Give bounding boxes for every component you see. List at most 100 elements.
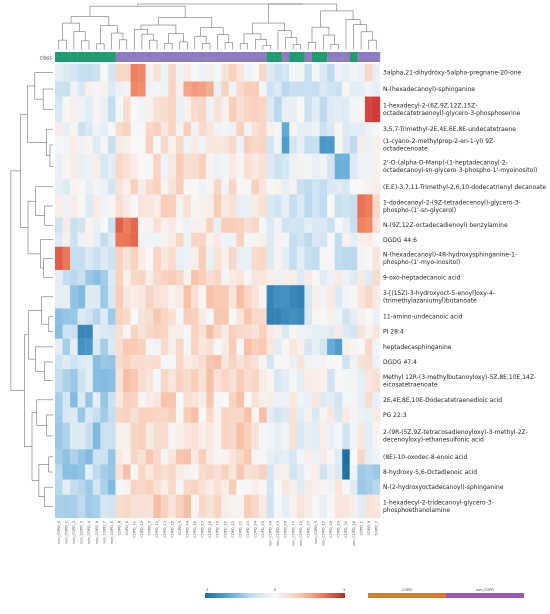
color-scale-tick-label: 0	[274, 588, 276, 592]
dendrogram-branch	[27, 85, 47, 143]
heatmap-cell	[191, 479, 199, 495]
heatmap-cell	[266, 136, 275, 154]
heatmap-cell	[372, 338, 381, 356]
heatmap-cell	[85, 246, 93, 271]
heatmap-cell	[251, 64, 260, 82]
heatmap-cell	[311, 136, 320, 154]
dendrogram-branch	[239, 43, 248, 50]
heatmap-cell	[55, 64, 63, 82]
heatmap-cell	[77, 217, 86, 233]
color-scale-bar	[205, 593, 345, 598]
heatmap-cell	[153, 217, 161, 233]
heatmap-cell	[138, 479, 146, 495]
row-label: 11-amino-undecanoic acid	[383, 314, 463, 321]
heatmap-cell	[115, 136, 124, 154]
heatmap-cell	[342, 464, 350, 480]
class-cell-COPD	[243, 52, 252, 62]
heatmap-cell	[115, 270, 124, 286]
column-label: COPD_21	[238, 521, 242, 538]
heatmap-cell	[123, 449, 131, 465]
heatmap-cell	[191, 122, 199, 137]
heatmap-cell	[123, 338, 131, 356]
heatmap-cell	[107, 285, 116, 309]
heatmap-cell	[115, 217, 124, 233]
heatmap-cell	[92, 246, 101, 271]
class-cell-non_COPD	[70, 52, 78, 62]
heatmap-cell	[372, 246, 381, 271]
class-cell-COPD	[357, 52, 366, 62]
heatmap-cell	[251, 270, 260, 286]
heatmap-cell	[206, 285, 214, 309]
heatmap-cell	[160, 464, 169, 480]
heatmap-cell	[236, 368, 245, 393]
heatmap-cell	[304, 179, 313, 195]
heatmap-cell	[138, 422, 146, 450]
dendrogram-branch	[10, 170, 25, 391]
heatmap-cell	[213, 81, 222, 97]
heatmap-cell	[107, 179, 116, 195]
heatmap-cell	[70, 246, 78, 271]
heatmap-cell	[349, 217, 358, 233]
heatmap-cell	[228, 464, 237, 480]
heatmap-cell	[198, 355, 207, 370]
heatmap-cell	[145, 217, 154, 233]
heatmap-cell	[274, 179, 282, 195]
heatmap-cell	[274, 338, 282, 356]
heatmap-cell	[259, 153, 267, 180]
heatmap-cell	[342, 122, 350, 137]
heatmap-cell	[221, 355, 229, 370]
heatmap-cell	[160, 64, 169, 82]
class-cell-non_COPD	[107, 52, 116, 62]
heatmap-cell	[123, 355, 131, 370]
heatmap-cell	[183, 479, 192, 495]
heatmap-cell	[92, 308, 101, 325]
column-label: non_COPD_2	[72, 521, 76, 544]
heatmap-cell	[107, 136, 116, 154]
heatmap-cell	[175, 153, 184, 180]
heatmap-cell	[259, 217, 267, 233]
heatmap-cell	[221, 194, 229, 218]
heatmap-cell	[168, 494, 177, 519]
heatmap-cell	[183, 246, 192, 271]
heatmap-cell	[349, 355, 358, 370]
heatmap-cell	[77, 194, 86, 218]
heatmap-cell	[107, 355, 116, 370]
heatmap-cell	[349, 285, 358, 309]
heatmap-cell	[327, 324, 335, 339]
heatmap-cell	[228, 392, 237, 408]
heatmap-cell	[334, 479, 343, 495]
heatmap-cell	[62, 136, 71, 154]
heatmap-cell	[206, 464, 214, 480]
heatmap-cell	[198, 136, 207, 154]
heatmap-cell	[175, 407, 184, 423]
heatmap-cell	[77, 232, 86, 247]
heatmap-cell	[364, 96, 373, 123]
heatmap-cell	[62, 494, 71, 519]
dendrogram-branch	[307, 41, 317, 50]
heatmap-cell	[319, 153, 328, 180]
heatmap-cell	[349, 194, 358, 218]
heatmap-cell	[228, 232, 237, 247]
heatmap-cell	[281, 285, 290, 309]
heatmap-cell	[243, 217, 252, 233]
heatmap-cell	[206, 494, 214, 519]
heatmap-cell	[327, 246, 335, 271]
heatmap-cell	[62, 232, 71, 247]
heatmap-cell	[107, 246, 116, 271]
heatmap-cell	[92, 81, 101, 97]
heatmap-cell	[138, 355, 146, 370]
heatmap-cell	[85, 179, 93, 195]
heatmap-cell	[251, 464, 260, 480]
heatmap-cell	[364, 136, 373, 154]
heatmap-cell	[130, 122, 139, 137]
heatmap-cell	[289, 449, 298, 465]
heatmap-cell	[100, 122, 109, 137]
heatmap-cell	[107, 392, 116, 408]
heatmap-cell	[243, 494, 252, 519]
heatmap-cell	[160, 217, 169, 233]
heatmap-cell	[153, 324, 161, 339]
heatmap-cell	[311, 194, 320, 218]
heatmap-cell	[115, 153, 124, 180]
heatmap-cell	[145, 81, 154, 97]
dendrogram-branch	[252, 22, 285, 34]
